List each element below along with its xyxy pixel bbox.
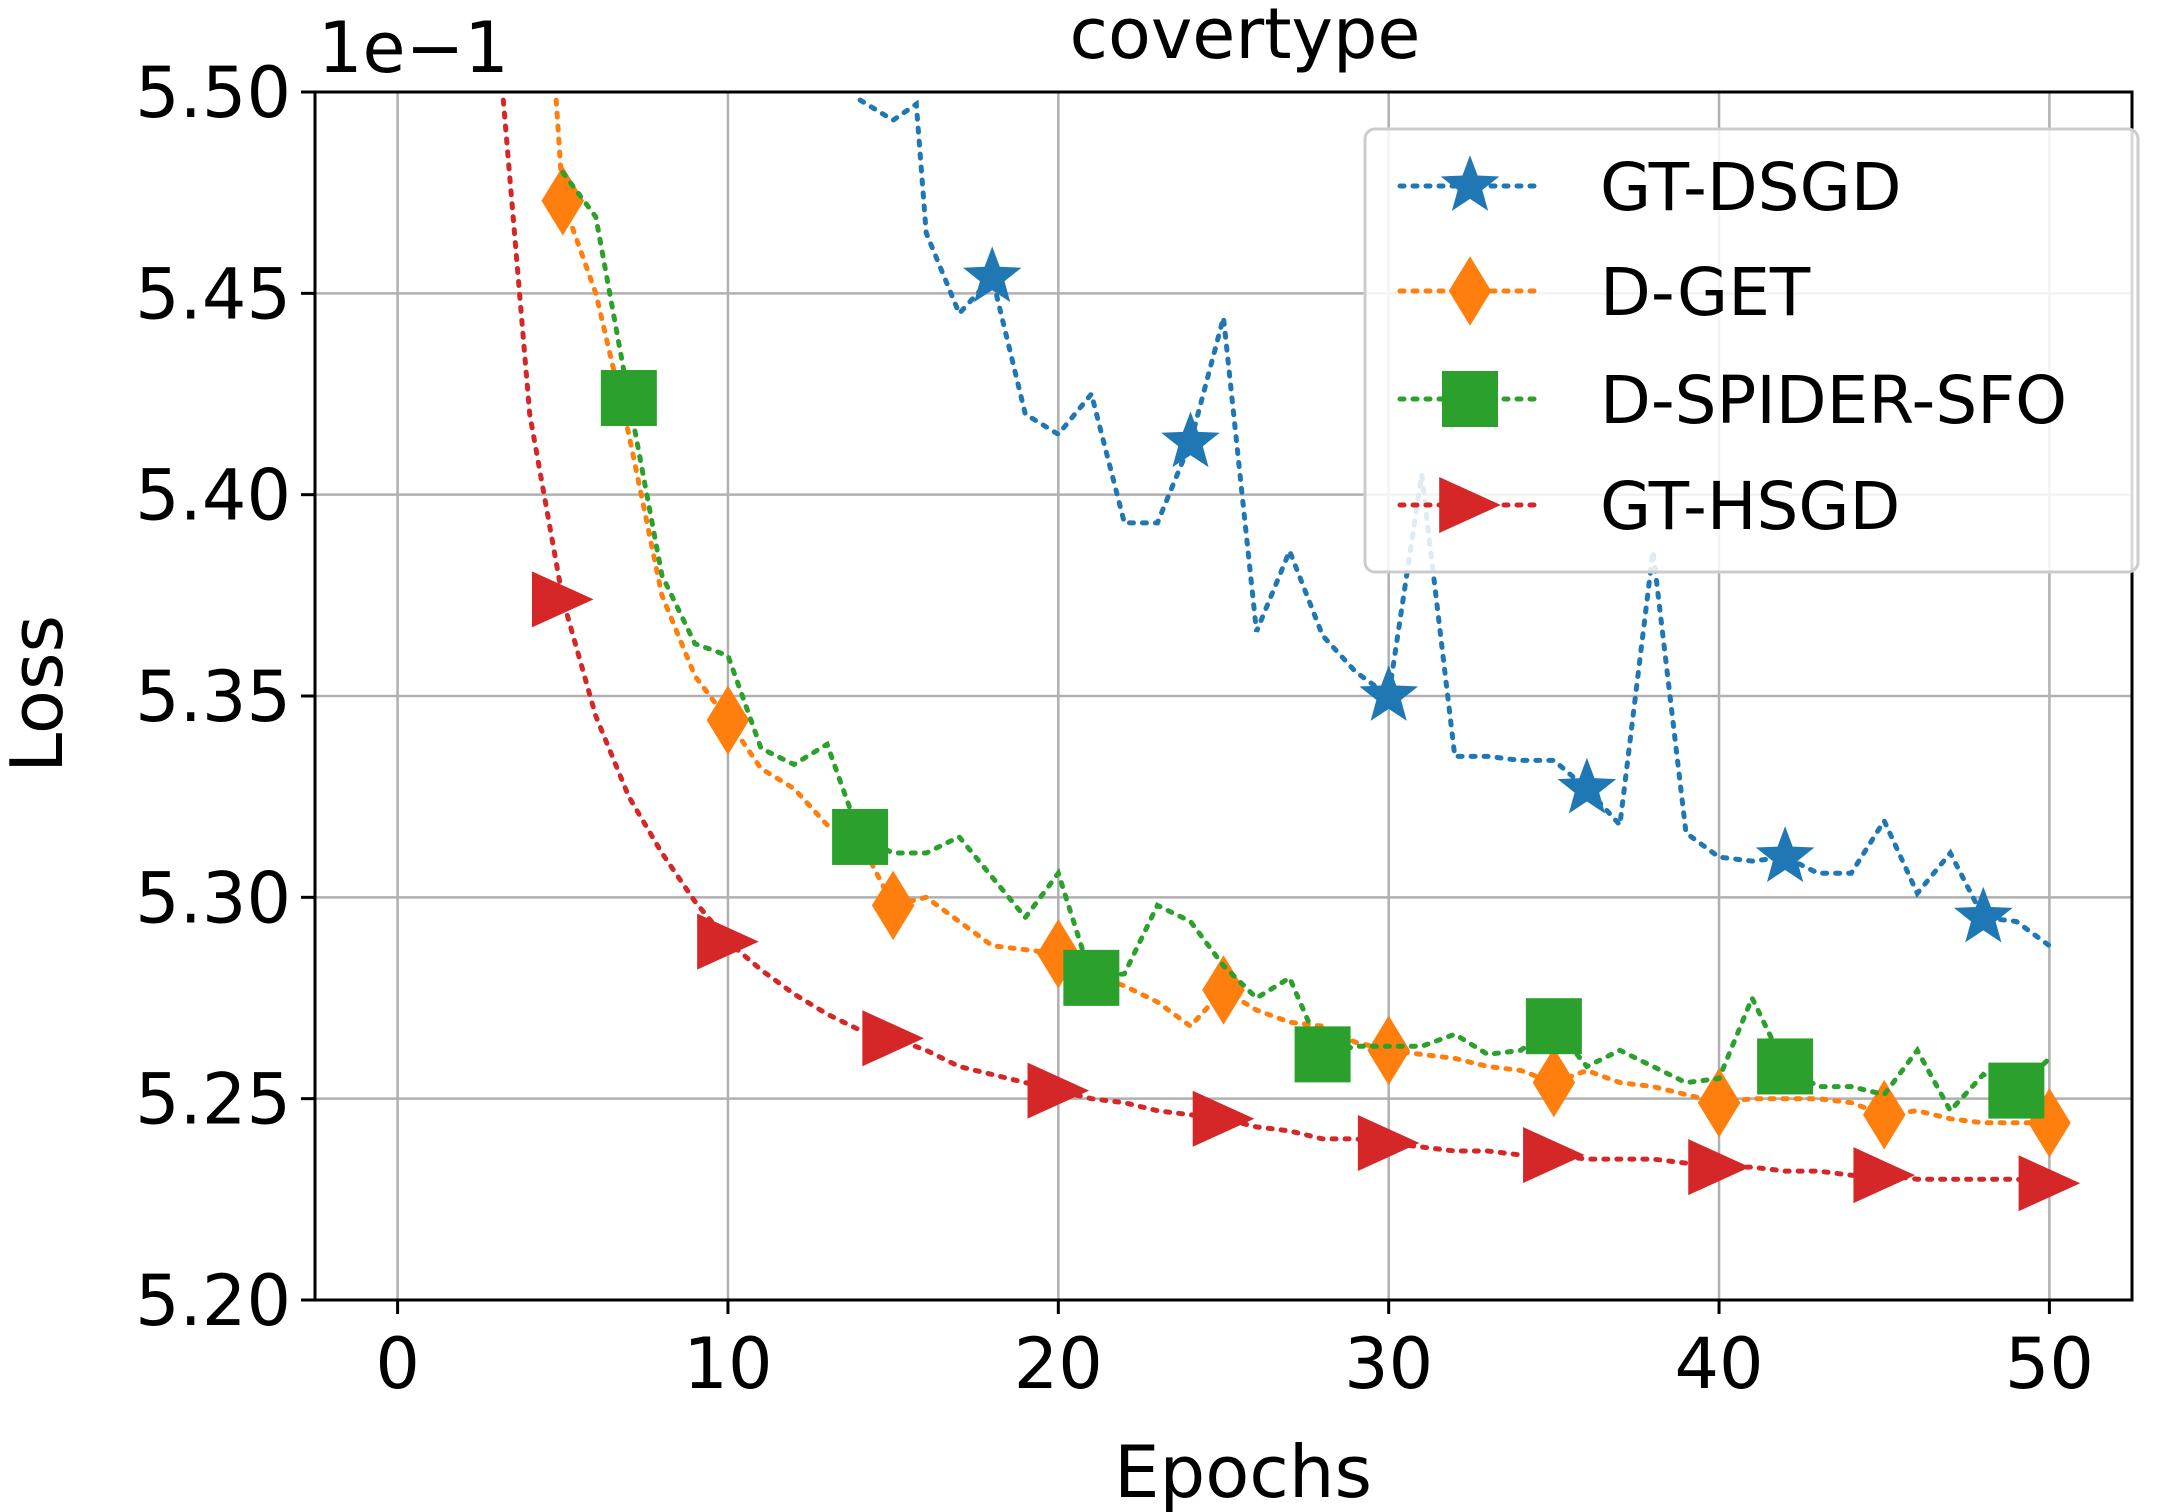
y-offset-text: 1e−1 bbox=[318, 7, 509, 89]
data-point-d-spider-sfo bbox=[1294, 1026, 1351, 1083]
data-point-d-get bbox=[1697, 1067, 1741, 1138]
series-layer bbox=[500, 97, 2081, 1212]
data-point-gt-dsgd bbox=[1755, 826, 1815, 882]
legend-marker-gt-hsgd bbox=[1439, 477, 1501, 533]
y-tick-label: 5.35 bbox=[135, 656, 291, 738]
x-tick-label: 0 bbox=[375, 1323, 420, 1405]
data-point-d-get bbox=[706, 685, 750, 755]
data-point-gt-hsgd bbox=[1523, 1127, 1585, 1184]
data-point-gt-hsgd bbox=[1853, 1147, 1916, 1204]
legend: GT-DSGD D-GET D-SPIDER-SFO GT-HSGD bbox=[1363, 127, 2140, 574]
data-point-d-get bbox=[1202, 955, 1245, 1025]
legend-marker-d-spider-sfo bbox=[1442, 371, 1498, 427]
legend-label-gt-hsgd: GT-HSGD bbox=[1600, 468, 1900, 545]
data-point-gt-hsgd bbox=[1027, 1062, 1090, 1119]
data-point-gt-hsgd bbox=[2018, 1155, 2081, 1212]
data-point-gt-hsgd bbox=[1688, 1139, 1750, 1196]
legend-label-gt-dsgd: GT-DSGD bbox=[1600, 149, 1902, 226]
x-tick-label: 10 bbox=[683, 1323, 772, 1405]
chart-title: covertype bbox=[1070, 0, 1421, 75]
data-point-d-spider-sfo bbox=[832, 808, 889, 865]
data-point-d-spider-sfo bbox=[1757, 1038, 1814, 1095]
x-tick-label: 30 bbox=[1344, 1323, 1433, 1405]
data-point-gt-dsgd bbox=[1161, 411, 1220, 468]
data-point-gt-dsgd bbox=[1954, 886, 2013, 943]
data-point-d-spider-sfo bbox=[1525, 998, 1582, 1055]
x-tick-label: 20 bbox=[1014, 1323, 1103, 1405]
y-axis-label: Loss bbox=[0, 615, 79, 773]
data-point-d-get bbox=[871, 870, 915, 941]
y-tick-label: 5.20 bbox=[135, 1260, 291, 1342]
axis-ticks: 0 10 20 30 40 50 5.20 5.25 5.30 5.35 5.40 5.45 5.50 bbox=[135, 52, 2094, 1405]
legend-marker-gt-dsgd bbox=[1440, 155, 1500, 211]
legend-marker-d-get bbox=[1448, 256, 1492, 326]
data-point-gt-hsgd bbox=[1192, 1090, 1255, 1147]
data-point-d-get bbox=[1367, 1015, 1410, 1086]
data-point-gt-hsgd bbox=[862, 1010, 924, 1067]
data-point-d-spider-sfo bbox=[1063, 949, 1120, 1006]
series-line-gt-hsgd bbox=[500, 97, 2052, 1186]
data-point-gt-dsgd bbox=[1359, 665, 1418, 721]
data-point-d-get bbox=[1862, 1080, 1906, 1150]
data-point-gt-dsgd bbox=[1557, 757, 1617, 814]
data-point-gt-hsgd bbox=[697, 913, 759, 970]
series-line-d-get bbox=[553, 97, 2052, 1126]
series-line-gt-dsgd bbox=[857, 97, 2052, 949]
y-tick-label: 5.50 bbox=[135, 52, 291, 134]
y-tick-label: 5.30 bbox=[135, 857, 291, 939]
x-tick-label: 40 bbox=[1675, 1323, 1764, 1405]
data-point-gt-hsgd bbox=[1357, 1114, 1420, 1171]
data-point-d-spider-sfo bbox=[1988, 1062, 2045, 1119]
data-point-d-get bbox=[1532, 1047, 1576, 1118]
y-tick-label: 5.40 bbox=[135, 455, 291, 537]
data-point-gt-dsgd bbox=[963, 246, 1022, 303]
legend-box bbox=[1363, 127, 2140, 574]
x-tick-label: 50 bbox=[2005, 1323, 2094, 1405]
x-axis-label: Epochs bbox=[1114, 1430, 1372, 1512]
y-tick-label: 5.45 bbox=[135, 253, 291, 335]
y-tick-label: 5.25 bbox=[135, 1059, 291, 1141]
data-point-gt-hsgd bbox=[531, 571, 594, 628]
legend-label-d-spider-sfo: D-SPIDER-SFO bbox=[1600, 362, 2067, 439]
data-point-d-spider-sfo bbox=[600, 370, 657, 427]
legend-label-d-get: D-GET bbox=[1600, 254, 1811, 331]
